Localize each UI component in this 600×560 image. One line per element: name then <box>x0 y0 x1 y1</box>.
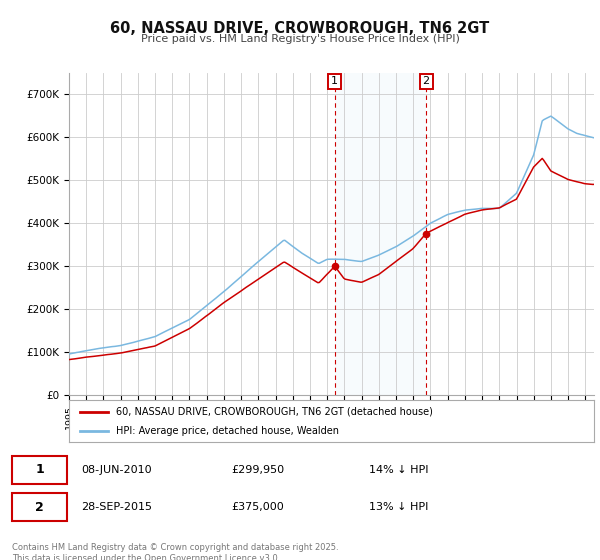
Text: Price paid vs. HM Land Registry's House Price Index (HPI): Price paid vs. HM Land Registry's House … <box>140 34 460 44</box>
Text: 60, NASSAU DRIVE, CROWBOROUGH, TN6 2GT (detached house): 60, NASSAU DRIVE, CROWBOROUGH, TN6 2GT (… <box>116 407 433 417</box>
FancyBboxPatch shape <box>12 456 67 484</box>
Text: Contains HM Land Registry data © Crown copyright and database right 2025.
This d: Contains HM Land Registry data © Crown c… <box>12 543 338 560</box>
Bar <box>335 73 426 395</box>
Text: 2: 2 <box>422 76 430 86</box>
Text: 1: 1 <box>35 464 44 477</box>
Text: £299,950: £299,950 <box>231 465 284 475</box>
Text: 1: 1 <box>331 76 338 86</box>
Text: 60, NASSAU DRIVE, CROWBOROUGH, TN6 2GT: 60, NASSAU DRIVE, CROWBOROUGH, TN6 2GT <box>110 21 490 36</box>
Text: HPI: Average price, detached house, Wealden: HPI: Average price, detached house, Weal… <box>116 426 339 436</box>
FancyBboxPatch shape <box>12 493 67 521</box>
Text: £375,000: £375,000 <box>231 502 284 512</box>
Text: 28-SEP-2015: 28-SEP-2015 <box>81 502 152 512</box>
Text: 13% ↓ HPI: 13% ↓ HPI <box>369 502 428 512</box>
Text: 08-JUN-2010: 08-JUN-2010 <box>81 465 152 475</box>
Text: 14% ↓ HPI: 14% ↓ HPI <box>369 465 428 475</box>
Text: 2: 2 <box>35 501 44 514</box>
